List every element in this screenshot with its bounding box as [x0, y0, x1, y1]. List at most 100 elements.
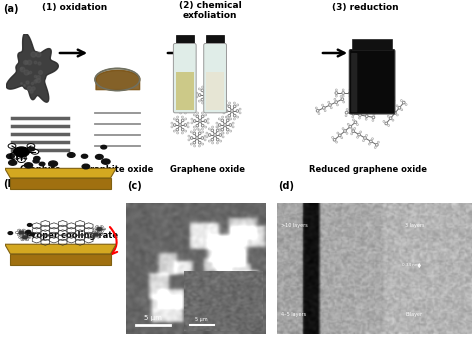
Circle shape	[212, 96, 214, 98]
Circle shape	[366, 112, 368, 114]
Circle shape	[401, 109, 403, 111]
Circle shape	[396, 114, 398, 116]
Circle shape	[363, 95, 365, 97]
Circle shape	[180, 96, 182, 98]
Circle shape	[352, 113, 355, 115]
Circle shape	[214, 97, 217, 100]
Circle shape	[392, 94, 393, 95]
Circle shape	[199, 132, 201, 134]
Circle shape	[342, 128, 344, 130]
Circle shape	[201, 137, 204, 139]
Circle shape	[211, 96, 213, 98]
Circle shape	[367, 107, 369, 108]
Text: Proper cooling rate: Proper cooling rate	[26, 231, 118, 239]
Circle shape	[358, 133, 360, 136]
Circle shape	[356, 124, 358, 126]
Circle shape	[321, 104, 323, 106]
Circle shape	[182, 104, 184, 106]
Circle shape	[216, 138, 219, 141]
Circle shape	[209, 100, 211, 102]
Circle shape	[101, 159, 110, 164]
Circle shape	[193, 132, 196, 134]
Circle shape	[365, 103, 368, 106]
FancyBboxPatch shape	[204, 43, 227, 113]
Circle shape	[199, 120, 201, 122]
Circle shape	[8, 232, 13, 234]
Bar	[352, 38, 392, 49]
Circle shape	[362, 92, 365, 94]
Circle shape	[222, 132, 224, 134]
Circle shape	[356, 136, 358, 138]
Circle shape	[372, 116, 375, 119]
Circle shape	[356, 89, 358, 91]
Circle shape	[211, 142, 214, 144]
Circle shape	[225, 116, 227, 118]
Circle shape	[185, 118, 187, 120]
Circle shape	[346, 109, 348, 110]
Circle shape	[333, 138, 336, 141]
Circle shape	[359, 114, 361, 116]
Circle shape	[383, 120, 385, 122]
Circle shape	[179, 124, 182, 126]
Circle shape	[199, 129, 201, 131]
Circle shape	[225, 100, 227, 102]
Circle shape	[7, 154, 14, 159]
Circle shape	[401, 100, 402, 102]
Circle shape	[217, 142, 219, 144]
Circle shape	[353, 119, 355, 121]
Circle shape	[219, 94, 221, 96]
Circle shape	[101, 145, 107, 149]
Circle shape	[387, 115, 389, 117]
Circle shape	[201, 89, 204, 92]
Circle shape	[196, 92, 198, 94]
Text: (c): (c)	[127, 181, 142, 191]
Circle shape	[227, 119, 229, 122]
Circle shape	[191, 143, 192, 145]
Circle shape	[204, 139, 206, 141]
Circle shape	[330, 107, 332, 109]
Circle shape	[216, 126, 218, 128]
Circle shape	[197, 128, 199, 130]
Circle shape	[208, 134, 211, 136]
Circle shape	[335, 101, 337, 103]
Circle shape	[182, 116, 183, 118]
Circle shape	[328, 101, 329, 103]
Circle shape	[197, 112, 199, 114]
Circle shape	[219, 106, 222, 109]
Circle shape	[27, 144, 35, 148]
Circle shape	[182, 119, 184, 122]
Circle shape	[378, 97, 380, 99]
Text: (a): (a)	[3, 4, 18, 14]
Circle shape	[360, 131, 362, 133]
Circle shape	[196, 96, 198, 98]
Text: Graphite oxide: Graphite oxide	[83, 166, 153, 174]
Circle shape	[342, 95, 344, 97]
Text: 3 layers: 3 layers	[405, 223, 425, 228]
Circle shape	[318, 113, 320, 114]
Text: Graphite: Graphite	[19, 166, 61, 174]
Circle shape	[340, 96, 342, 97]
Circle shape	[187, 104, 190, 106]
Circle shape	[227, 132, 228, 134]
Circle shape	[210, 88, 212, 90]
Circle shape	[191, 131, 192, 133]
Circle shape	[375, 143, 378, 146]
Circle shape	[204, 135, 206, 137]
Circle shape	[405, 104, 407, 106]
Circle shape	[315, 107, 317, 109]
Circle shape	[185, 130, 187, 132]
Circle shape	[211, 138, 214, 141]
Circle shape	[228, 114, 231, 117]
Circle shape	[23, 236, 27, 239]
Circle shape	[82, 154, 88, 158]
Circle shape	[176, 98, 178, 100]
Circle shape	[372, 138, 374, 140]
Circle shape	[368, 143, 370, 145]
Circle shape	[184, 99, 187, 102]
Circle shape	[217, 126, 219, 128]
Circle shape	[67, 152, 75, 157]
Circle shape	[196, 115, 199, 118]
Circle shape	[27, 223, 32, 226]
Circle shape	[234, 118, 236, 120]
Circle shape	[214, 134, 216, 136]
